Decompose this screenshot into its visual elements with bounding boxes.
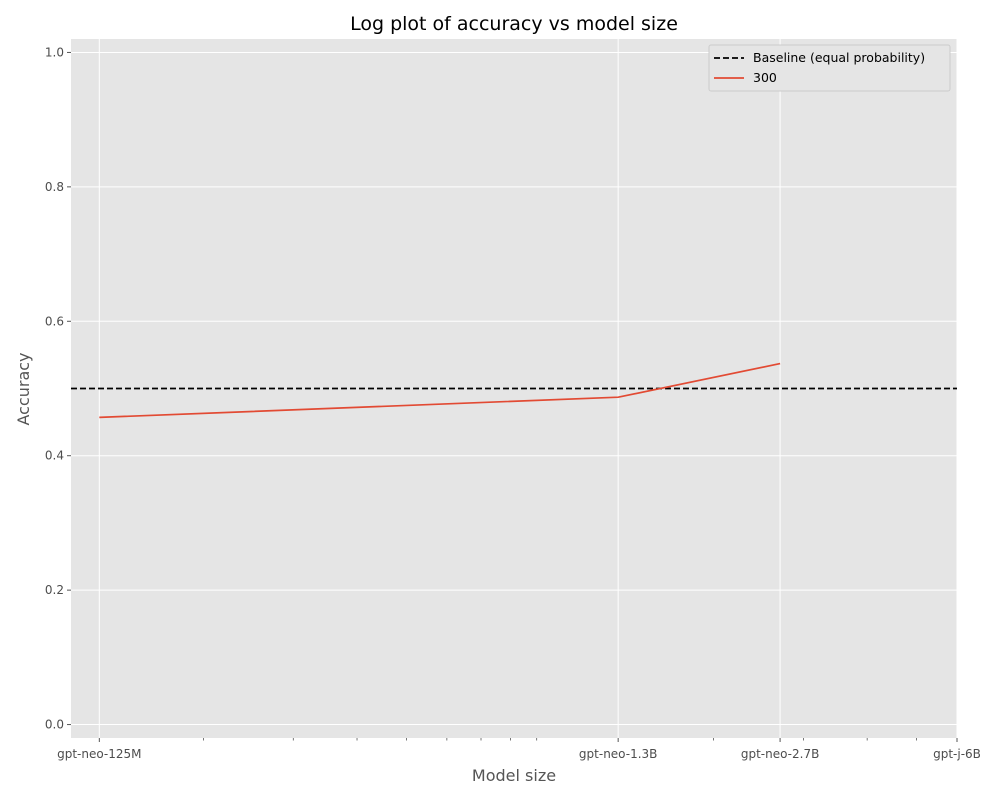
chart-title: Log plot of accuracy vs model size	[350, 13, 678, 35]
y-tick-label: 0.8	[45, 180, 64, 194]
y-ticks: 0.0 0.2 0.4 0.6 0.8 1.0	[45, 45, 71, 732]
legend-baseline-label: Baseline (equal probability)	[753, 50, 925, 65]
legend-box	[708, 44, 951, 92]
y-tick-label: 0.2	[45, 583, 64, 597]
x-tick-label: gpt-neo-1.3B	[579, 747, 657, 761]
x-tick-label: gpt-neo-125M	[57, 747, 141, 761]
y-tick-label: 0.6	[45, 314, 64, 328]
x-tick-label: gpt-j-6B	[933, 747, 981, 761]
x-axis-label: Model size	[472, 766, 556, 785]
x-minor-ticks	[203, 738, 918, 741]
legend-series-label: 300	[753, 70, 777, 85]
x-ticks: gpt-neo-125M gpt-neo-1.3B gpt-neo-2.7B gpt-…	[57, 738, 981, 761]
legend: Baseline (equal probability) 300	[708, 44, 951, 92]
y-tick-label: 1.0	[45, 45, 64, 59]
series-line-300	[99, 362, 781, 419]
x-tick-label: gpt-neo-2.7B	[741, 747, 819, 761]
y-axis-label: Accuracy	[14, 352, 33, 425]
y-tick-label: 0.0	[45, 718, 64, 732]
y-tick-label: 0.4	[45, 449, 64, 463]
